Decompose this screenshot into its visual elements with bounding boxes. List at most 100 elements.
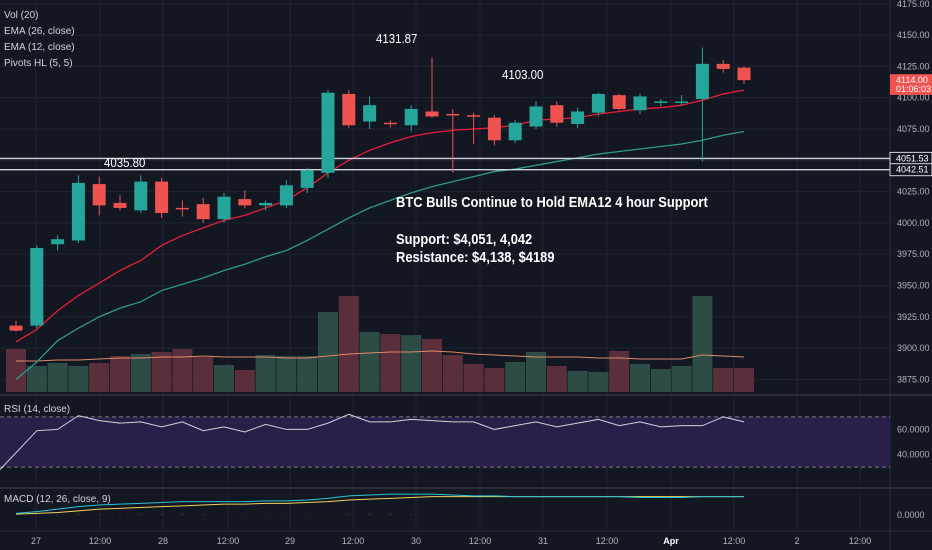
- volume-bar: [47, 363, 68, 392]
- price-axis-label: 4175.00: [897, 0, 930, 9]
- candle-body: [279, 185, 293, 206]
- candle-body: [612, 95, 626, 109]
- ema26-line: [15, 130, 745, 380]
- volume-bar: [214, 365, 234, 392]
- price-axis-label: 3900.00: [897, 343, 930, 353]
- time-axis-label: 2: [794, 536, 799, 546]
- legend-ema26[interactable]: EMA (26, close): [4, 26, 75, 37]
- candle-body: [654, 101, 668, 103]
- candle-body: [259, 202, 273, 206]
- volume-bar: [567, 371, 588, 392]
- candle-body: [675, 101, 689, 103]
- price-axis-label: 3975.00: [897, 249, 930, 259]
- time-axis-label: 31: [538, 536, 548, 546]
- price-tag-label: 4042.51: [896, 165, 929, 175]
- volume-bar: [297, 356, 318, 392]
- volume-bar: [692, 296, 713, 392]
- volume-bar: [442, 355, 463, 392]
- legend-volume[interactable]: Vol (20): [4, 10, 39, 21]
- candle-body: [238, 199, 252, 206]
- time-axis-label: 28: [158, 536, 168, 546]
- macd-label[interactable]: MACD (12, 26, close, 9): [4, 494, 111, 505]
- candle-body: [113, 202, 127, 208]
- pivot-low-label: 4035.80: [104, 155, 146, 170]
- time-axis-label: Apr: [663, 536, 679, 546]
- volume-bar: [713, 368, 734, 392]
- candle-body: [591, 93, 605, 113]
- pivot-high2-label: 4103.00: [502, 67, 544, 82]
- price-tag-label: 4051.53: [896, 153, 929, 163]
- time-axis-label: 12:00: [89, 536, 112, 546]
- candle-body: [467, 115, 481, 117]
- volume-bar: [338, 296, 359, 392]
- candle-body: [321, 92, 335, 173]
- time-axis-label: 12:00: [723, 536, 746, 546]
- volume-bar: [630, 364, 650, 392]
- volume-bar: [401, 335, 422, 392]
- legend: Vol (20) EMA (26, close) EMA (12, close)…: [4, 8, 75, 72]
- candle-body: [30, 247, 44, 326]
- macd-axis-label: 0.0000: [897, 510, 925, 520]
- candle-body: [363, 105, 377, 122]
- volume-bar: [255, 355, 276, 392]
- candle-body: [155, 181, 169, 213]
- price-axis-label: 4125.00: [897, 61, 930, 71]
- price-axis-label: 4000.00: [897, 218, 930, 228]
- volume-bar: [130, 354, 151, 392]
- time-axis-label: 29: [285, 536, 295, 546]
- annotation-support: Support: $4,051, 4,042: [396, 231, 533, 248]
- rsi-axis-label: 40.0000: [897, 450, 930, 460]
- candle-body: [196, 204, 210, 220]
- time-axis-label: 12:00: [217, 536, 240, 546]
- annotation-title: BTC Bulls Continue to Hold EMA12 4 hour …: [396, 194, 708, 211]
- volume-bar: [172, 349, 193, 392]
- price-axis-label: 4025.00: [897, 187, 930, 197]
- volume-bar: [234, 370, 255, 392]
- time-axis-label: 27: [31, 536, 41, 546]
- volume-bar: [609, 351, 630, 392]
- rsi-band: [0, 416, 890, 468]
- volume-bar: [193, 357, 214, 392]
- rsi-line: [0, 413, 745, 471]
- legend-pivots[interactable]: Pivots HL (5, 5): [4, 58, 73, 69]
- candle-body: [633, 96, 647, 111]
- legend-ema12[interactable]: EMA (12, close): [4, 42, 75, 53]
- rsi-axis-label: 60.0000: [897, 424, 930, 434]
- volume-bar: [151, 352, 172, 392]
- candle-body: [737, 67, 751, 81]
- volume-bar: [671, 366, 692, 392]
- price-axis-label: 4075.00: [897, 124, 930, 134]
- candle-body: [425, 111, 439, 117]
- candle-body: [550, 105, 564, 123]
- rsi-label[interactable]: RSI (14, close): [4, 404, 71, 415]
- candle-body: [342, 93, 356, 126]
- price-tag-label: 4114.00: [896, 75, 928, 85]
- volume-bar: [276, 356, 297, 392]
- volume-bar: [6, 349, 26, 392]
- candle-body: [446, 113, 460, 116]
- volume-bar: [526, 352, 546, 392]
- price-tag: [889, 163, 932, 177]
- time-axis-label: 12:00: [596, 536, 619, 546]
- candle-body: [716, 63, 730, 69]
- time-axis-label: 30: [411, 536, 421, 546]
- annotation-resistance: Resistance: $4,138, $4189: [396, 249, 555, 266]
- candle-body: [175, 207, 189, 210]
- time-axis-label: 12:00: [849, 536, 872, 546]
- candle-body: [529, 106, 543, 127]
- macd-line: [15, 493, 744, 514]
- candle-body: [404, 108, 418, 126]
- pivot-high-label: 4131.87: [376, 31, 418, 46]
- volume-bar: [505, 362, 526, 392]
- volume-bar: [546, 366, 567, 392]
- price-tag: [890, 82, 932, 95]
- volume-bar: [318, 312, 338, 392]
- volume-bar: [68, 366, 89, 392]
- price-tag-label: 01:06:03: [896, 84, 931, 94]
- candle-body: [695, 63, 709, 99]
- price-axis-label: 3925.00: [897, 312, 930, 322]
- candle-body: [92, 184, 106, 206]
- ema12-line: [15, 89, 745, 343]
- volume-bar: [734, 368, 754, 392]
